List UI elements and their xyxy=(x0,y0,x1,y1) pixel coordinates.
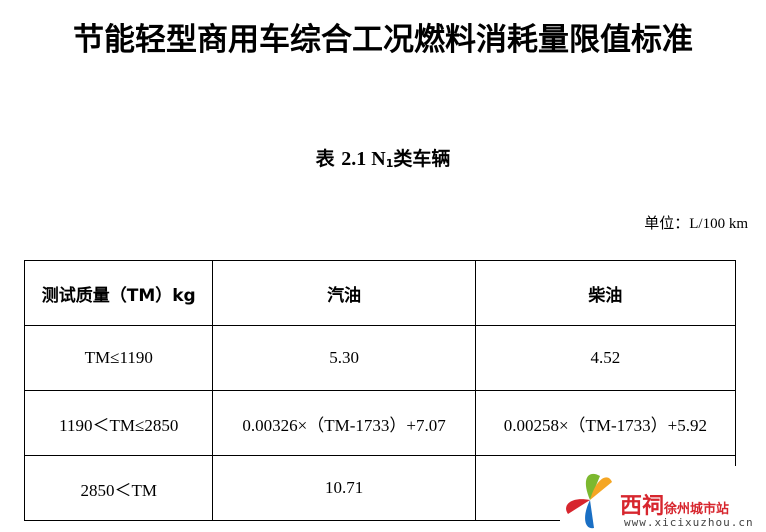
cell-mass: 1190＜TM≤2850 xyxy=(23,390,214,456)
caption-suffix: 类车辆 xyxy=(393,148,451,170)
document-title: 节能轻型商用车综合工况燃料消耗量限值标准 xyxy=(73,22,693,58)
watermark-url: www.xicixuzhou.cn xyxy=(624,516,754,529)
cell-diesel: 0.00258×（TM-1733）+5.92 xyxy=(474,390,737,456)
caption-prefix: 表 xyxy=(315,148,335,170)
caption-number: 2.1 N xyxy=(341,148,386,170)
table-caption: 表 2.1 N1类车辆 xyxy=(0,144,766,171)
table-header-row: 测试质量（TM）kg 汽油 柴油 xyxy=(23,260,737,326)
header-test-mass: 测试质量（TM）kg xyxy=(23,260,214,326)
cell-gasoline: 0.00326×（TM-1733）+7.07 xyxy=(212,390,476,456)
caption-subscript: 1 xyxy=(385,157,394,170)
watermark-brand: 西祠徐州城市站 xyxy=(620,494,730,519)
cell-mass: 2850＜TM xyxy=(23,455,214,521)
cell-diesel: 4.52 xyxy=(474,325,737,391)
table-row: TM≤1190 5.30 4.52 xyxy=(23,325,737,391)
unit-label: 单位：L/100 km xyxy=(644,216,748,232)
pinwheel-logo-icon xyxy=(566,473,612,529)
cell-gasoline: 10.71 xyxy=(212,455,476,521)
watermark-logo: 西祠徐州城市站 www.xicixuzhou.cn xyxy=(560,466,766,532)
cell-gasoline: 5.30 xyxy=(212,325,476,391)
header-gasoline: 汽油 xyxy=(212,260,476,326)
header-diesel: 柴油 xyxy=(474,260,737,326)
cell-mass: TM≤1190 xyxy=(23,325,214,391)
table-row: 1190＜TM≤2850 0.00326×（TM-1733）+7.07 0.00… xyxy=(23,390,737,456)
